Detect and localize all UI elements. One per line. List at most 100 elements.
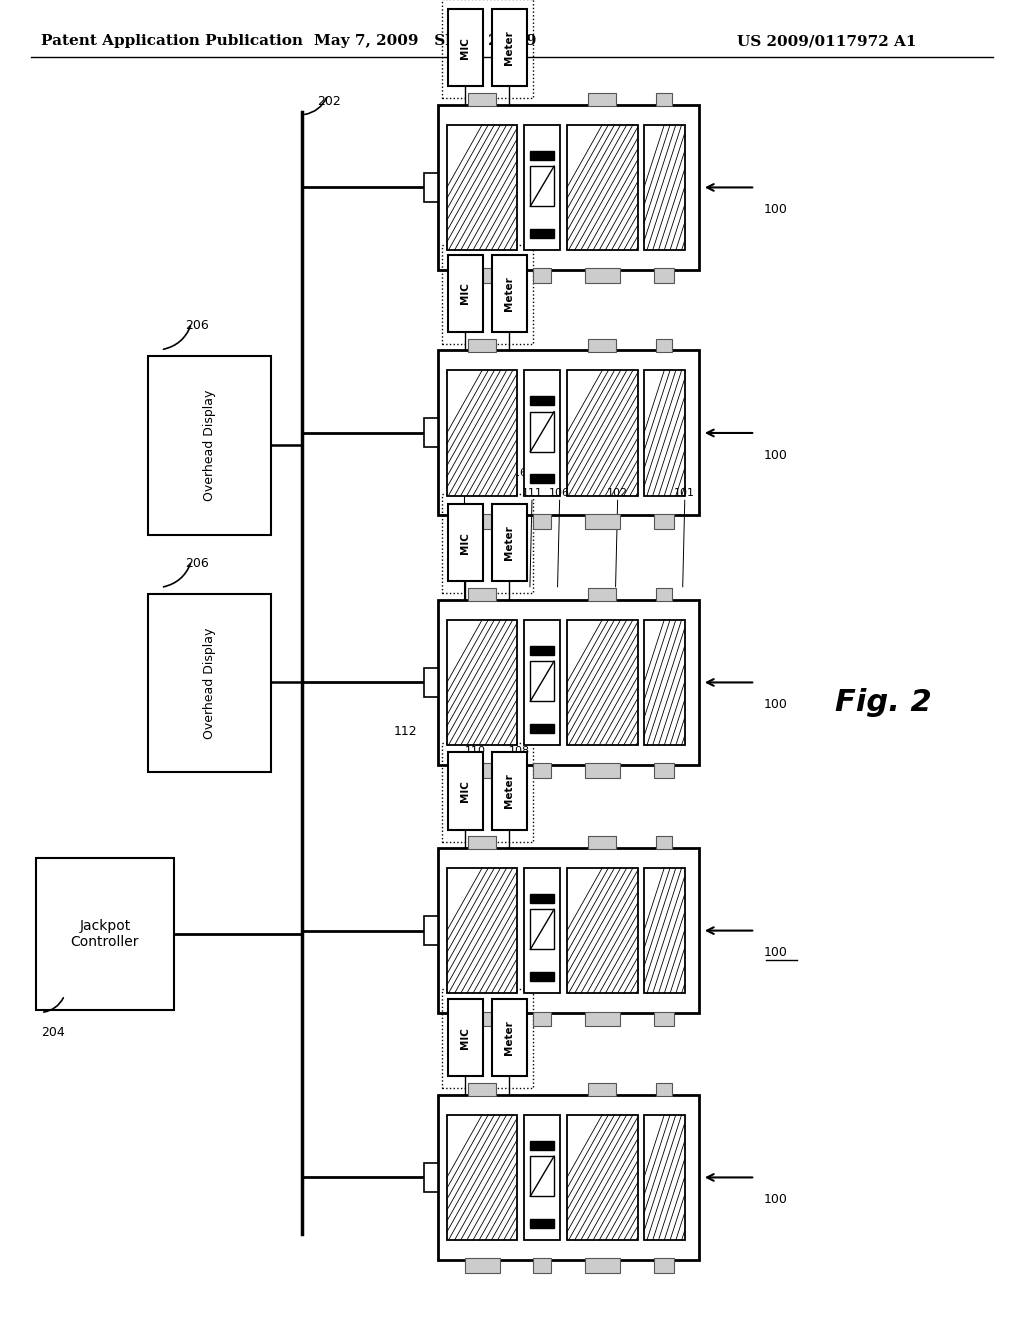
Text: MIC: MIC bbox=[461, 282, 470, 305]
Bar bbox=[534, 513, 551, 529]
Bar bbox=[530, 661, 554, 701]
Text: Patent Application Publication: Patent Application Publication bbox=[41, 34, 303, 49]
Bar bbox=[530, 972, 554, 981]
Text: 100: 100 bbox=[764, 1193, 787, 1206]
Bar bbox=[567, 125, 638, 251]
Bar bbox=[644, 125, 684, 251]
Text: 102: 102 bbox=[607, 487, 628, 498]
Bar bbox=[425, 668, 438, 697]
Bar bbox=[585, 513, 620, 529]
Bar bbox=[588, 338, 616, 351]
Bar bbox=[567, 370, 638, 495]
Bar bbox=[656, 589, 673, 602]
Bar bbox=[644, 620, 684, 744]
Bar bbox=[492, 9, 526, 87]
Text: 100: 100 bbox=[764, 449, 787, 462]
Text: 116: 116 bbox=[507, 467, 528, 478]
Bar bbox=[644, 1114, 684, 1241]
Bar bbox=[148, 356, 271, 535]
Bar bbox=[530, 1218, 554, 1228]
Bar bbox=[438, 106, 699, 271]
Bar bbox=[530, 474, 554, 483]
Bar bbox=[425, 173, 438, 202]
Bar bbox=[534, 268, 551, 284]
Bar bbox=[492, 255, 526, 331]
Bar bbox=[654, 763, 675, 779]
Text: 106: 106 bbox=[549, 487, 570, 498]
Text: Fig. 2: Fig. 2 bbox=[835, 688, 931, 717]
Bar bbox=[449, 255, 482, 331]
Bar bbox=[425, 418, 438, 447]
Bar bbox=[644, 869, 684, 993]
Text: 104: 104 bbox=[454, 467, 474, 478]
Bar bbox=[468, 338, 497, 351]
Bar bbox=[465, 1258, 500, 1274]
Bar bbox=[585, 763, 620, 779]
Bar bbox=[530, 1156, 554, 1196]
Bar bbox=[441, 495, 534, 594]
Bar bbox=[530, 909, 554, 949]
Text: Meter: Meter bbox=[504, 30, 514, 65]
Bar bbox=[441, 244, 534, 343]
Text: Jackpot
Controller: Jackpot Controller bbox=[71, 919, 139, 949]
Bar bbox=[438, 350, 699, 515]
Text: Meter: Meter bbox=[504, 525, 514, 560]
Text: 110: 110 bbox=[465, 746, 486, 755]
Bar bbox=[588, 837, 616, 850]
Bar bbox=[567, 620, 638, 744]
Bar bbox=[465, 268, 500, 284]
Bar bbox=[656, 92, 673, 107]
Text: Meter: Meter bbox=[504, 774, 514, 808]
Bar bbox=[534, 763, 551, 779]
Bar bbox=[656, 837, 673, 850]
Bar bbox=[524, 869, 560, 993]
Bar bbox=[465, 1011, 500, 1027]
Text: Overhead Display: Overhead Display bbox=[204, 627, 216, 739]
Bar bbox=[654, 268, 675, 284]
Bar bbox=[438, 599, 699, 766]
Text: MIC: MIC bbox=[461, 1027, 470, 1049]
Bar bbox=[524, 620, 560, 744]
Bar bbox=[654, 513, 675, 529]
Bar bbox=[585, 1011, 620, 1027]
Text: 101: 101 bbox=[674, 487, 695, 498]
Text: MIC: MIC bbox=[461, 37, 470, 59]
Bar bbox=[441, 990, 534, 1088]
Bar bbox=[530, 396, 554, 405]
Bar bbox=[468, 837, 497, 850]
Bar bbox=[567, 1114, 638, 1241]
Bar bbox=[446, 869, 517, 993]
Bar bbox=[656, 1082, 673, 1096]
Text: 114: 114 bbox=[444, 467, 466, 478]
Bar bbox=[425, 1163, 438, 1192]
Text: Overhead Display: Overhead Display bbox=[204, 389, 216, 502]
Text: 206: 206 bbox=[185, 319, 209, 333]
Text: Meter: Meter bbox=[504, 1020, 514, 1055]
Text: May 7, 2009   Sheet 2 of 9: May 7, 2009 Sheet 2 of 9 bbox=[313, 34, 537, 49]
Bar bbox=[588, 92, 616, 107]
Bar bbox=[449, 752, 482, 830]
Text: 206: 206 bbox=[185, 557, 209, 570]
Text: 100: 100 bbox=[764, 946, 787, 960]
Text: US 2009/0117972 A1: US 2009/0117972 A1 bbox=[737, 34, 916, 49]
Text: 204: 204 bbox=[41, 1026, 65, 1039]
Bar bbox=[438, 1096, 699, 1259]
Bar bbox=[585, 268, 620, 284]
Bar bbox=[468, 92, 497, 107]
Bar bbox=[449, 504, 482, 581]
Bar bbox=[530, 894, 554, 903]
Bar bbox=[468, 589, 497, 602]
Bar bbox=[449, 9, 482, 87]
Bar bbox=[654, 1258, 675, 1274]
Bar bbox=[446, 1114, 517, 1241]
Bar bbox=[438, 849, 699, 1014]
Bar bbox=[524, 370, 560, 495]
Bar bbox=[530, 228, 554, 238]
Bar bbox=[468, 1082, 497, 1096]
Bar bbox=[524, 1114, 560, 1241]
Bar bbox=[441, 0, 534, 98]
Bar bbox=[446, 620, 517, 744]
Bar bbox=[654, 1011, 675, 1027]
Bar bbox=[530, 150, 554, 160]
Bar bbox=[446, 370, 517, 495]
